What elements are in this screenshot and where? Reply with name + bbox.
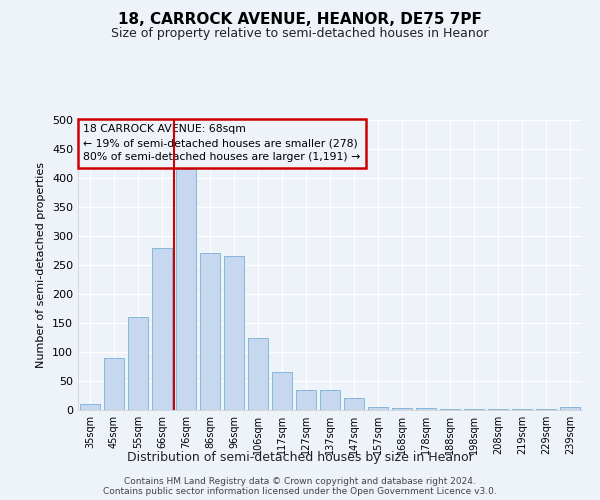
Text: Distribution of semi-detached houses by size in Heanor: Distribution of semi-detached houses by … <box>127 451 473 464</box>
Bar <box>512 409 532 410</box>
Bar <box>464 409 484 410</box>
Bar <box>176 170 196 410</box>
Text: 18, CARROCK AVENUE, HEANOR, DE75 7PF: 18, CARROCK AVENUE, HEANOR, DE75 7PF <box>118 12 482 28</box>
Bar <box>416 408 436 410</box>
Bar <box>224 256 244 410</box>
Bar <box>368 407 388 410</box>
Y-axis label: Number of semi-detached properties: Number of semi-detached properties <box>37 162 46 368</box>
Bar <box>320 390 340 410</box>
Bar <box>536 409 556 410</box>
Bar <box>488 409 508 410</box>
Bar <box>440 409 460 410</box>
Bar <box>296 390 316 410</box>
Bar <box>560 407 580 410</box>
Bar <box>344 398 364 410</box>
Bar <box>80 404 100 410</box>
Bar <box>104 358 124 410</box>
Text: Contains public sector information licensed under the Open Government Licence v3: Contains public sector information licen… <box>103 486 497 496</box>
Bar <box>392 408 412 410</box>
Text: 18 CARROCK AVENUE: 68sqm
← 19% of semi-detached houses are smaller (278)
80% of : 18 CARROCK AVENUE: 68sqm ← 19% of semi-d… <box>83 124 360 162</box>
Bar <box>200 254 220 410</box>
Text: Contains HM Land Registry data © Crown copyright and database right 2024.: Contains HM Land Registry data © Crown c… <box>124 476 476 486</box>
Text: Size of property relative to semi-detached houses in Heanor: Size of property relative to semi-detach… <box>111 28 489 40</box>
Bar <box>152 248 172 410</box>
Bar <box>272 372 292 410</box>
Bar <box>128 317 148 410</box>
Bar <box>248 338 268 410</box>
